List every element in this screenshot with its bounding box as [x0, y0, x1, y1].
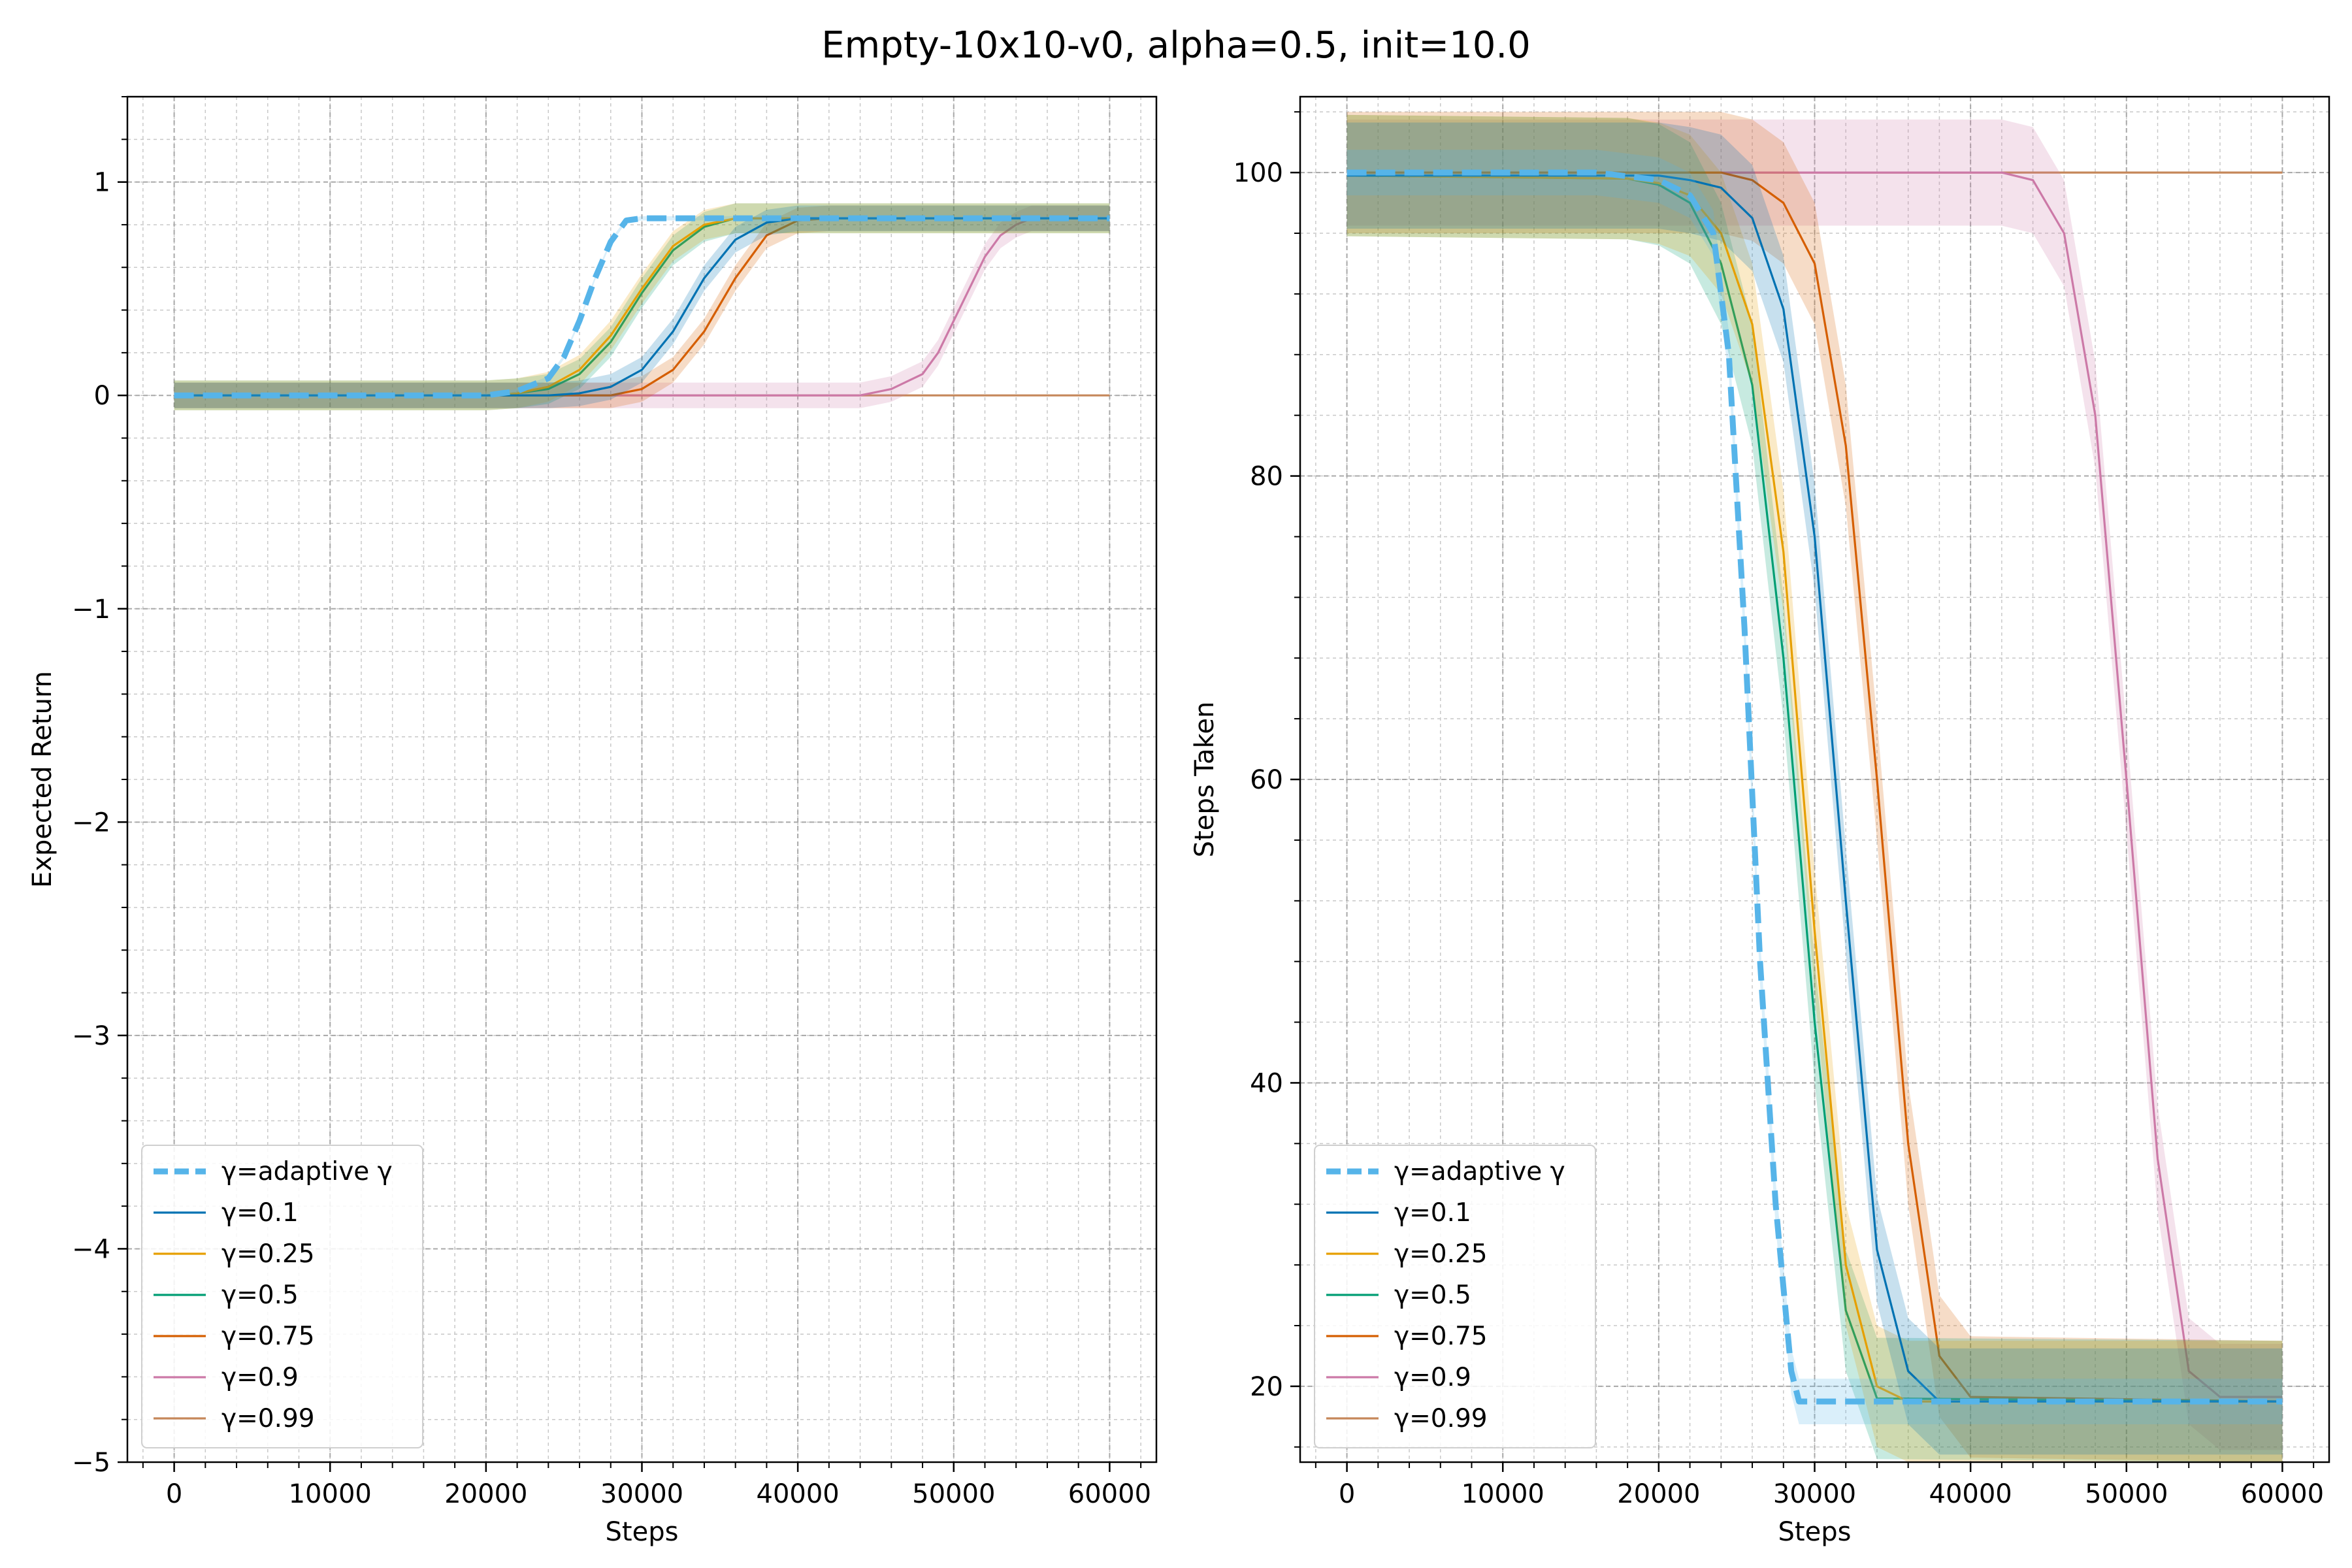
right-x-tick-label: 50000	[2085, 1479, 2168, 1509]
left-y-tick-label: −2	[72, 808, 110, 838]
left-y-tick-label: −4	[72, 1234, 110, 1264]
left-legend-box	[141, 1145, 423, 1448]
right-y-tick-label: 80	[1250, 462, 1283, 492]
left-x-tick-label: 60000	[1068, 1479, 1151, 1509]
right-line-g0-1	[1347, 174, 2283, 1403]
left-y-tick-label: −5	[72, 1448, 110, 1478]
left-legend-label: γ=0.75	[221, 1322, 315, 1351]
figure-title: Empty-10x10-v0, alpha=0.5, init=10.0	[821, 24, 1531, 67]
right-legend-label: γ=0.25	[1394, 1239, 1488, 1269]
right-panel-steps-taken: 0 10000 20000 30000 40000 50000 60000 100 80 60 40…	[1190, 95, 2330, 1547]
right-legend-label: γ=0.75	[1394, 1322, 1488, 1351]
left-series	[174, 203, 1110, 411]
right-line-adaptive	[1347, 169, 2283, 1405]
left-legend-label: γ=adaptive γ	[221, 1157, 393, 1186]
left-x-tick-label: 40000	[757, 1479, 840, 1509]
left-y-tick-label: −3	[72, 1021, 110, 1051]
left-band-g0-5	[174, 203, 1110, 411]
right-line-g0-75	[1347, 171, 2283, 1403]
right-legend-label: γ=0.1	[1394, 1198, 1471, 1228]
left-x-axis-label: Steps	[606, 1517, 679, 1547]
left-line-g0-75	[174, 217, 1110, 397]
left-x-tick-label: 50000	[912, 1479, 995, 1509]
left-x-tick-label: 20000	[444, 1479, 527, 1509]
right-legend-box	[1314, 1145, 1596, 1448]
right-ticks: 0 10000 20000 30000 40000 50000 60000 100 80 60 40…	[1233, 111, 2324, 1509]
right-y-tick-label: 20	[1250, 1372, 1283, 1402]
left-ticks: 0 10000 20000 30000 40000 50000 60000 1 0 −1 −2 −3 −…	[72, 96, 1151, 1509]
right-x-tick-label: 30000	[1773, 1479, 1856, 1509]
right-x-axis-label: Steps	[1778, 1517, 1852, 1547]
left-panel-expected-return: 0 10000 20000 30000 40000 50000 60000 1 0 −1 −2 −3 −…	[27, 95, 1158, 1547]
left-y-axis-label: Expected Return	[27, 671, 57, 888]
left-legend-label: γ=0.5	[221, 1281, 299, 1310]
left-legend-label: γ=0.25	[221, 1239, 315, 1269]
right-legend-label: γ=0.99	[1394, 1404, 1488, 1433]
right-legend-label: γ=0.9	[1394, 1363, 1471, 1392]
right-legend-label: γ=adaptive γ	[1394, 1157, 1565, 1186]
left-grid	[127, 96, 1156, 1463]
left-y-tick-label: −1	[72, 595, 110, 625]
left-x-tick-label: 10000	[289, 1479, 372, 1509]
left-legend-label: γ=0.1	[221, 1198, 299, 1228]
right-x-tick-label: 0	[1339, 1479, 1355, 1509]
right-x-tick-label: 10000	[1462, 1479, 1544, 1509]
right-series	[1347, 112, 2283, 1463]
left-legend-label: γ=0.99	[221, 1404, 315, 1433]
right-y-tick-label: 100	[1233, 158, 1283, 188]
left-x-tick-label: 0	[166, 1479, 182, 1509]
left-band-g0-75	[174, 205, 1110, 408]
left-y-tick-label: 0	[94, 381, 110, 411]
left-y-tick-label: 1	[94, 168, 110, 198]
left-legend-label: γ=0.9	[221, 1363, 299, 1392]
left-band-g0-25	[174, 203, 1110, 411]
left-legend: γ=adaptive γ γ=0.1 γ=0.25 γ=0.5 γ=0.75 γ=0.9 γ…	[141, 1145, 423, 1448]
right-y-tick-label: 60	[1250, 765, 1283, 795]
right-legend: γ=adaptive γ γ=0.1 γ=0.25 γ=0.5 γ=0.75 γ=0.9 γ…	[1314, 1145, 1596, 1448]
right-y-axis-label: Steps Taken	[1190, 702, 1220, 858]
left-line-adaptive	[174, 215, 1110, 399]
right-line-g0-25	[1347, 174, 2283, 1403]
left-x-tick-label: 30000	[600, 1479, 683, 1509]
right-y-tick-label: 40	[1250, 1068, 1283, 1098]
right-x-tick-label: 40000	[1929, 1479, 2012, 1509]
right-legend-label: γ=0.5	[1394, 1281, 1471, 1310]
right-line-g0-9	[1347, 171, 2283, 1398]
right-x-tick-label: 60000	[2241, 1479, 2324, 1509]
right-x-tick-label: 20000	[1617, 1479, 1700, 1509]
left-band-g0-1	[174, 205, 1110, 408]
